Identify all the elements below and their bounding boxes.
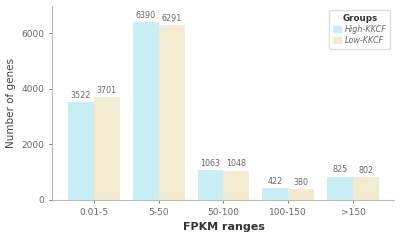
Bar [68,102,94,199]
Y-axis label: Number of genes: Number of genes [6,58,16,148]
Bar [262,188,288,199]
Text: 802: 802 [358,166,374,175]
Bar [327,177,353,199]
Legend: High-KKCF, Low-KKCF: High-KKCF, Low-KKCF [329,10,390,49]
X-axis label: FPKM ranges: FPKM ranges [182,223,264,233]
Text: 1063: 1063 [200,159,220,168]
Text: 6291: 6291 [162,14,182,23]
Text: 3522: 3522 [71,91,91,100]
Bar [288,189,314,199]
Text: 422: 422 [268,177,283,186]
Text: 825: 825 [332,165,348,174]
Text: 380: 380 [294,178,309,187]
Bar [94,97,120,199]
Text: 3701: 3701 [97,86,117,95]
Bar [133,22,159,199]
Bar [224,170,249,199]
Bar [198,170,224,199]
Bar [353,177,379,199]
Bar [159,25,184,199]
Text: 1048: 1048 [226,159,246,168]
Text: 6390: 6390 [136,11,156,20]
